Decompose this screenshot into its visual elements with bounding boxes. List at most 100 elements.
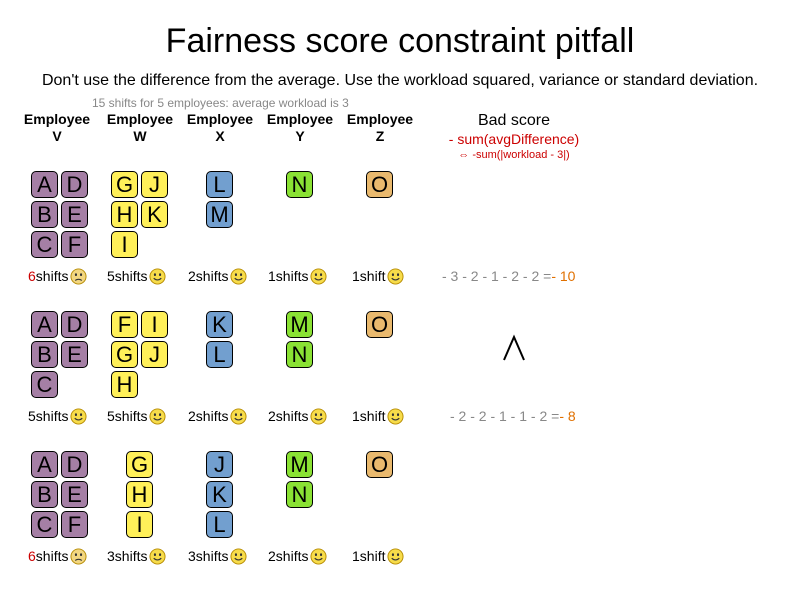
shift-count: 3 <box>188 548 196 564</box>
smiley-face-icon <box>230 407 248 425</box>
header-employee-y: Employee Y <box>266 111 334 144</box>
shift-d: D <box>61 451 88 478</box>
shift-count: 3 <box>107 548 115 564</box>
shift-a: A <box>31 311 58 338</box>
smiley-face-icon <box>230 267 248 285</box>
smiley-face-icon <box>149 407 167 425</box>
shift-g: G <box>111 341 138 368</box>
shift-b: B <box>31 201 58 228</box>
shift-count: 5 <box>107 268 115 284</box>
average-note: 15 shifts for 5 employees: average workl… <box>92 96 349 110</box>
header-employee-x: Employee X <box>186 111 254 144</box>
shift-a: A <box>31 451 58 478</box>
subtitle: Don't use the difference from the averag… <box>41 72 759 89</box>
smiley-face-icon <box>70 407 88 425</box>
shift-m: M <box>286 451 313 478</box>
bad-score-calculation: - 3 - 2 - 1 - 2 - 2 = - 10 <box>442 266 575 286</box>
shift-count: 1 <box>352 548 360 564</box>
shift-i: I <box>126 511 153 538</box>
shift-o: O <box>366 171 393 198</box>
shift-count-label: 5 shifts <box>28 406 88 426</box>
header-employee-v: Employee V <box>23 111 91 144</box>
smiley-face-icon <box>387 407 405 425</box>
shift-count: 5 <box>28 408 36 424</box>
shift-g: G <box>126 451 153 478</box>
score-result: - 10 <box>551 268 576 284</box>
shift-b: B <box>31 341 58 368</box>
shift-j: J <box>141 171 168 198</box>
shift-unit: shifts <box>114 548 148 564</box>
shift-count: 2 <box>268 548 276 564</box>
shift-count: 6 <box>28 268 36 284</box>
shift-f: F <box>61 231 88 258</box>
shift-n: N <box>286 341 313 368</box>
shift-a: A <box>31 171 58 198</box>
smiley-face-icon <box>149 547 167 565</box>
shift-count: 2 <box>268 408 276 424</box>
smiley-face-icon <box>149 267 167 285</box>
header-employee-w: Employee W <box>106 111 174 144</box>
shift-count-label: 1 shift <box>352 266 405 286</box>
shift-count: 1 <box>352 408 360 424</box>
shift-unit: shifts <box>195 408 229 424</box>
sad-face-icon <box>70 267 88 285</box>
shift-count: 2 <box>188 268 196 284</box>
smiley-face-icon <box>230 547 248 565</box>
shift-l: L <box>206 511 233 538</box>
shift-e: E <box>61 481 88 508</box>
shift-d: D <box>61 311 88 338</box>
shift-count-label: 2 shifts <box>268 406 328 426</box>
shift-k: K <box>141 201 168 228</box>
shift-h: H <box>111 371 138 398</box>
shift-i: I <box>111 231 138 258</box>
shift-d: D <box>61 171 88 198</box>
shift-count-label: 1 shift <box>352 546 405 566</box>
score-expression: - 2 - 2 - 1 - 1 - 2 = <box>450 408 560 424</box>
shift-m: M <box>206 201 233 228</box>
shift-h: H <box>126 481 153 508</box>
shift-count-label: 6 shifts <box>28 266 88 286</box>
shift-c: C <box>31 511 58 538</box>
smiley-face-icon <box>310 547 328 565</box>
shift-k: K <box>206 311 233 338</box>
shift-e: E <box>61 341 88 368</box>
shift-count-label: 6 shifts <box>28 546 88 566</box>
shift-n: N <box>286 171 313 198</box>
bad-score-calculation: - 2 - 2 - 1 - 1 - 2 = - 8 <box>450 406 576 426</box>
shift-e: E <box>61 201 88 228</box>
shift-unit: shifts <box>114 408 148 424</box>
shift-unit: shift <box>359 548 386 564</box>
shift-count: 1 <box>352 268 360 284</box>
smiley-face-icon <box>310 407 328 425</box>
shift-unit: shifts <box>195 268 229 284</box>
shift-unit: shift <box>359 268 386 284</box>
comparison-wedge-icon <box>503 334 525 361</box>
smiley-face-icon <box>387 267 405 285</box>
shift-unit: shifts <box>195 548 229 564</box>
shift-count-label: 2 shifts <box>188 406 248 426</box>
shift-count: 5 <box>107 408 115 424</box>
shift-c: C <box>31 371 58 398</box>
shift-h: H <box>111 201 138 228</box>
shift-l: L <box>206 341 233 368</box>
shift-n: N <box>286 481 313 508</box>
shift-j: J <box>206 451 233 478</box>
shift-count-label: 1 shift <box>352 406 405 426</box>
sad-face-icon <box>70 547 88 565</box>
shift-unit: shifts <box>275 408 309 424</box>
shift-count-label: 1 shifts <box>268 266 328 286</box>
smiley-face-icon <box>310 267 328 285</box>
shift-f: F <box>111 311 138 338</box>
shift-count-label: 2 shifts <box>188 266 248 286</box>
bad-score-title: Bad score <box>477 112 551 129</box>
shift-unit: shifts <box>114 268 148 284</box>
shift-b: B <box>31 481 58 508</box>
shift-i: I <box>141 311 168 338</box>
shift-k: K <box>206 481 233 508</box>
shift-m: M <box>286 311 313 338</box>
shift-o: O <box>366 311 393 338</box>
shift-unit: shifts <box>275 268 309 284</box>
shift-c: C <box>31 231 58 258</box>
page-title: Fairness score constraint pitfall <box>165 22 635 60</box>
bad-score-formula: - sum(avgDifference) <box>448 131 580 147</box>
